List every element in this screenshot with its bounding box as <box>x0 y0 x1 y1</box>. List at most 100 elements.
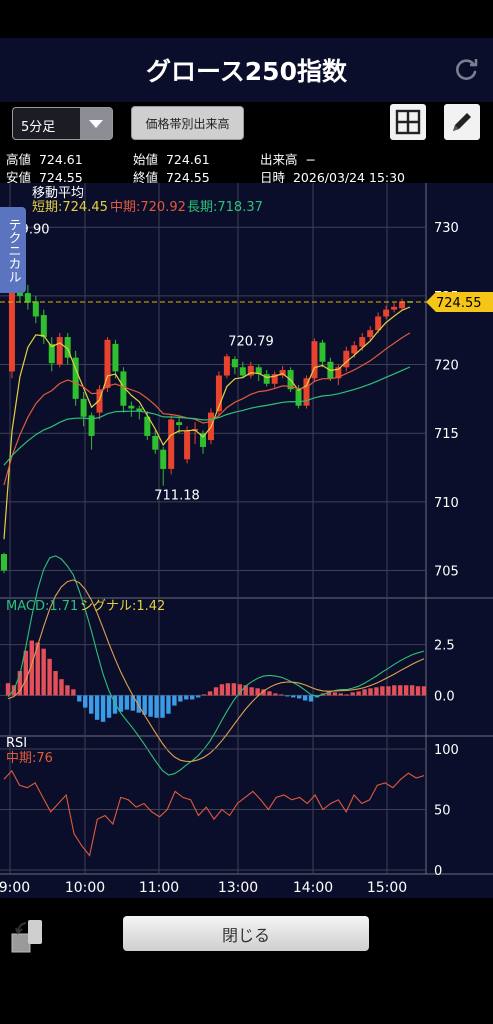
signal-legend: シグナル:1.42 <box>80 599 165 614</box>
macd-bar <box>350 692 355 696</box>
macd-bar <box>291 695 296 698</box>
quote-volume: 出来高 − <box>260 152 316 167</box>
candle <box>136 408 143 412</box>
macd-bar <box>398 685 403 696</box>
macd-bar <box>71 689 76 696</box>
macd-bar <box>213 687 219 696</box>
macd-bar <box>273 693 278 696</box>
macd-bar <box>380 686 385 696</box>
interval-select[interactable]: 5分足 <box>12 107 113 140</box>
candle <box>40 315 47 338</box>
macd-bar <box>130 695 135 711</box>
macd-bar <box>219 684 225 696</box>
macd-bar <box>166 695 171 714</box>
rotate-screen-icon[interactable] <box>10 918 48 954</box>
candle <box>215 375 222 412</box>
mid-ma-line <box>3 332 411 486</box>
chevron-down-icon <box>80 108 112 139</box>
time-axis-bg <box>0 874 493 898</box>
candle <box>112 343 119 372</box>
x-tick-label: 14:00 <box>293 880 333 896</box>
macd-bar <box>207 691 213 696</box>
macd-bar <box>344 694 349 696</box>
y-tick-label: 720 <box>434 359 459 374</box>
rsi-line <box>3 769 425 857</box>
macd-bar <box>172 695 177 706</box>
rsi-y-tick: 0 <box>434 864 442 879</box>
macd-bar <box>23 650 29 696</box>
short-ma-line <box>3 306 411 540</box>
candle <box>96 389 103 413</box>
candle <box>295 389 302 406</box>
candle <box>8 268 15 372</box>
macd-bar <box>35 642 40 696</box>
x-tick-label: 10:00 <box>65 880 105 896</box>
candle <box>367 330 374 338</box>
x-tick-label: 09:00 <box>0 880 30 896</box>
macd-bar <box>124 695 130 710</box>
candle <box>231 359 238 368</box>
draw-button[interactable] <box>444 104 480 140</box>
title-bar <box>0 38 493 102</box>
x-tick-label: 15:00 <box>367 880 407 896</box>
macd-bar <box>285 695 290 697</box>
long-ma-line <box>3 366 411 466</box>
candle <box>88 415 95 436</box>
macd-bar <box>403 685 409 696</box>
macd-bar <box>190 695 195 700</box>
technical-tab[interactable]: テクニカル <box>0 207 26 293</box>
macd-bar <box>332 692 338 696</box>
y-tick-label: 730 <box>434 221 459 236</box>
macd-y-tick: 2.5 <box>434 639 455 654</box>
candle <box>56 337 63 365</box>
macd-bar <box>94 695 100 720</box>
rsi-y-tick: 100 <box>434 743 459 758</box>
quote-close: 終値 724.55 <box>133 170 210 185</box>
current-price-tag <box>426 292 493 313</box>
pencil-icon <box>453 113 471 131</box>
refresh-icon[interactable] <box>452 56 480 84</box>
macd-bar <box>154 695 159 718</box>
layout-grid-button[interactable] <box>390 104 426 140</box>
page-title: グロース250指数 <box>146 57 347 86</box>
candle <box>239 367 246 376</box>
price-annotation: 711.18 <box>154 489 200 504</box>
macd-bar <box>249 687 254 696</box>
macd-bar <box>356 691 361 696</box>
candle <box>168 419 175 469</box>
macd-bar <box>409 685 415 696</box>
macd-bar <box>243 685 248 696</box>
candle <box>343 350 350 368</box>
macd-bar <box>5 683 11 696</box>
macd-bar <box>326 691 332 696</box>
macd-panel-bg <box>0 598 493 736</box>
macd-bar <box>118 695 124 712</box>
candle <box>263 374 270 384</box>
candle <box>391 306 398 310</box>
stock-chart[interactable]: 09:00 10:00 11:00 13:00 14:00 15:00 705 710 715 7… <box>0 183 493 898</box>
candle <box>311 341 318 379</box>
grid-icon <box>395 109 421 135</box>
macd-bar <box>386 686 391 696</box>
price-annotation: 720.79 <box>228 335 274 350</box>
candle <box>255 367 262 375</box>
x-tick-label: 13:00 <box>218 880 258 896</box>
close-button[interactable]: 閉じる <box>123 916 369 951</box>
macd-bar <box>279 694 284 696</box>
macd-bar <box>415 686 421 696</box>
candle <box>176 422 183 425</box>
macd-bar <box>225 683 231 696</box>
y-tick-label: 710 <box>434 496 459 511</box>
candle <box>200 433 207 447</box>
macd-bar <box>83 695 88 708</box>
macd-bar <box>47 658 52 696</box>
macd-bar <box>184 695 189 700</box>
quote-datetime: 日時 2026/03/24 15:30 <box>260 170 406 185</box>
rsi-title: RSI <box>6 736 27 751</box>
volume-by-price-button[interactable]: 価格帯別出来高 <box>131 106 244 140</box>
macd-bar <box>53 671 58 696</box>
candle <box>375 316 382 331</box>
candle <box>80 398 87 417</box>
candle <box>184 430 191 460</box>
macd-bar <box>231 683 237 696</box>
